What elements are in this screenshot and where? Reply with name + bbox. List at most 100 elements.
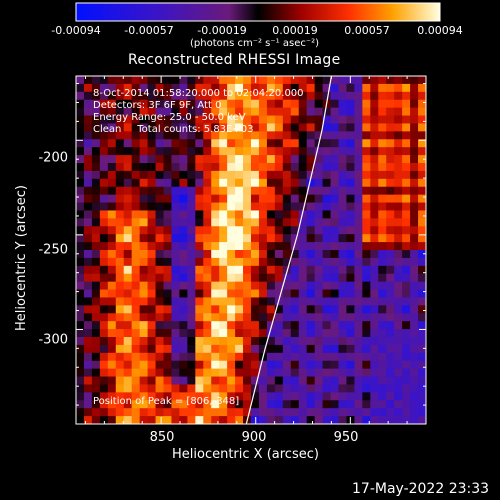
heatmap-cell	[346, 392, 355, 401]
heatmap-cell	[179, 234, 188, 243]
y-tick-label: -300	[38, 332, 68, 348]
heatmap-cell	[211, 360, 220, 370]
heatmap-cell	[139, 163, 148, 172]
heatmap-cell	[243, 115, 252, 124]
heatmap-cell	[346, 408, 355, 417]
heatmap-cell	[378, 194, 387, 203]
heatmap-cell	[251, 360, 260, 370]
heatmap-cell	[251, 250, 260, 259]
heatmap-cell	[282, 226, 292, 235]
heatmap-cell	[227, 368, 236, 377]
heatmap-cell	[314, 115, 323, 124]
heatmap-cell	[378, 313, 387, 322]
heatmap-cell	[147, 329, 156, 338]
heatmap-cell	[83, 352, 93, 362]
heatmap-cell	[83, 250, 93, 259]
heatmap-cell	[123, 273, 133, 283]
heatmap-cell	[394, 99, 403, 109]
heatmap-cell	[346, 226, 355, 235]
heatmap-cell	[274, 242, 284, 251]
heatmap-cell	[99, 210, 109, 219]
heatmap-cell	[219, 147, 228, 156]
heatmap-cell	[155, 234, 164, 243]
heatmap-cell	[195, 250, 204, 259]
heatmap-cell	[123, 163, 133, 172]
heatmap-cell	[235, 218, 244, 227]
heatmap-cell	[91, 123, 101, 132]
heatmap-cell	[235, 178, 244, 188]
heatmap-cell	[418, 400, 426, 409]
heatmap-cell	[266, 408, 276, 417]
heatmap-cell	[131, 155, 141, 164]
heatmap-cell	[99, 123, 109, 132]
heatmap-cell	[76, 297, 85, 306]
heatmap-cell	[187, 234, 196, 243]
colorbar-tick-label: 0.00019	[272, 24, 318, 37]
heatmap-cell	[147, 384, 156, 393]
heatmap-cell	[91, 210, 101, 219]
heatmap-cell	[83, 155, 93, 164]
heatmap-cell	[115, 163, 125, 172]
heatmap-cell	[195, 281, 204, 290]
heatmap-cell	[394, 155, 403, 164]
heatmap-cell	[227, 376, 236, 385]
heatmap-cell	[91, 408, 101, 417]
heatmap-cell	[274, 408, 284, 417]
heatmap-cell	[219, 194, 228, 203]
heatmap-cell	[338, 194, 347, 203]
x-tick-label: 850	[149, 430, 175, 445]
heatmap-cell	[378, 83, 387, 93]
x-tick-label: 950	[333, 430, 359, 445]
heatmap-cell	[362, 131, 371, 140]
heatmap-cell	[362, 115, 371, 124]
heatmap-cell	[418, 226, 426, 235]
heatmap-cell	[314, 123, 323, 132]
heatmap-cell	[147, 376, 156, 385]
heatmap-cell	[139, 416, 148, 424]
heatmap-cell	[83, 202, 93, 211]
heatmap-cell	[282, 234, 292, 243]
heatmap-cell	[123, 257, 133, 267]
heatmap-cell	[83, 344, 93, 354]
heatmap-cell	[115, 242, 125, 251]
heatmap-cell	[314, 83, 323, 93]
heatmap-cell	[227, 91, 236, 101]
heatmap-cell	[107, 344, 117, 354]
heatmap-cell	[410, 305, 419, 314]
heatmap-cell	[235, 321, 244, 330]
heatmap-cell	[386, 376, 395, 385]
heatmap-cell	[346, 329, 355, 338]
heatmap-cell	[378, 408, 387, 417]
heatmap-cell	[354, 297, 363, 306]
heatmap-cell	[203, 281, 212, 290]
heatmap-cell	[378, 76, 387, 85]
heatmap-cell	[354, 305, 363, 314]
heatmap-cell	[282, 115, 292, 124]
heatmap-cell	[266, 265, 276, 275]
heatmap-cell	[147, 281, 156, 290]
heatmap-cell	[99, 289, 109, 298]
heatmap-cell	[91, 226, 101, 235]
heatmap-cell	[354, 368, 363, 377]
heatmap-cell	[338, 234, 347, 243]
heatmap-cell	[139, 289, 148, 298]
heatmap-cell	[394, 234, 403, 243]
heatmap-cell	[91, 344, 101, 354]
heatmap-cell	[123, 234, 133, 243]
heatmap-cell	[131, 289, 141, 298]
heatmap-cell	[179, 99, 188, 109]
heatmap-cell	[203, 297, 212, 306]
heatmap-cell	[394, 400, 403, 409]
heatmap-cell	[386, 194, 395, 203]
heatmap-cell	[322, 242, 331, 251]
heatmap-cell	[195, 329, 204, 338]
heatmap-cell	[314, 297, 323, 306]
heatmap-cell	[187, 297, 196, 306]
heatmap-cell	[258, 131, 268, 140]
heatmap-cell	[91, 250, 101, 259]
heatmap-cell	[314, 360, 323, 370]
heatmap-cell	[235, 163, 244, 172]
heatmap-cell	[203, 329, 212, 338]
heatmap-cell	[83, 376, 93, 385]
